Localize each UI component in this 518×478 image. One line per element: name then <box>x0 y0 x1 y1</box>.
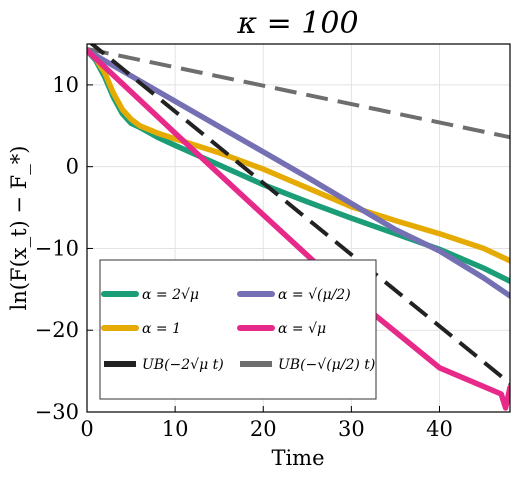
legend-label: α = 1 <box>142 321 181 337</box>
y-tick-label: −30 <box>35 400 79 424</box>
legend-label: α = √(μ/2) <box>278 287 351 303</box>
x-tick-label: 10 <box>162 417 189 441</box>
y-tick-label: −10 <box>35 236 79 260</box>
series-line <box>87 47 510 411</box>
x-tick-label: 40 <box>426 417 453 441</box>
legend-label: α = 2√μ <box>142 287 199 303</box>
x-axis-label: Time <box>271 446 324 470</box>
series-line <box>87 46 510 140</box>
chart-title: κ = 100 <box>236 6 358 41</box>
legend: α = 2√μ α = √(μ/2) α = 1 α = √μ UB(−2√μ t) UB… <box>99 259 377 400</box>
legend-label: UB(−2√μ t) <box>142 357 224 373</box>
x-tick-label: 20 <box>250 417 277 441</box>
legend-label: α = √μ <box>278 321 326 337</box>
series-line <box>88 44 510 385</box>
y-axis-label: ln(F(x_t) − F_*) <box>7 146 31 311</box>
series-line <box>87 47 510 264</box>
plot-frame <box>86 43 511 413</box>
legend-label: UB(−√(μ/2) t) <box>278 357 375 373</box>
y-tick-label: −20 <box>35 318 79 342</box>
ticks: 0 10 20 30 40 10 0 −10 −20 −30 <box>35 73 453 441</box>
y-tick-label: 10 <box>52 73 79 97</box>
series-layer <box>87 44 510 411</box>
y-tick-label: 0 <box>66 155 79 179</box>
x-tick-label: 0 <box>80 417 93 441</box>
series-line <box>87 47 510 299</box>
x-tick-label: 30 <box>338 417 365 441</box>
